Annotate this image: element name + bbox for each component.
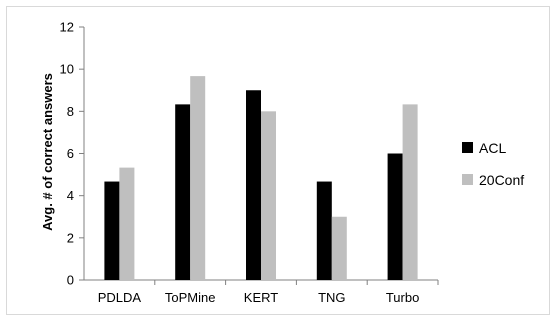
x-categories: PDLDA ToPMine KERT TNG Turbo bbox=[98, 290, 420, 305]
x-tick-label: PDLDA bbox=[98, 290, 142, 305]
x-tick-label: ToPMine bbox=[165, 290, 216, 305]
bar-acl-topmine bbox=[175, 104, 191, 281]
y-tick-label: 12 bbox=[60, 20, 74, 35]
legend-swatch-20conf bbox=[462, 174, 473, 185]
legend: ACL 20Conf bbox=[462, 140, 524, 188]
y-tick-label: 0 bbox=[67, 273, 74, 288]
bar-acl-tng bbox=[316, 181, 332, 280]
x-tick-label: Turbo bbox=[386, 290, 419, 305]
legend-swatch-acl bbox=[462, 142, 473, 153]
bar-20conf-topmine bbox=[190, 76, 206, 280]
bar-20conf-turbo bbox=[402, 104, 418, 281]
y-tick-label: 6 bbox=[67, 146, 74, 161]
bar-20conf-kert bbox=[261, 111, 276, 280]
bar-20conf-tng bbox=[331, 216, 347, 280]
y-tick-label: 2 bbox=[67, 230, 74, 245]
bar-acl-kert bbox=[246, 90, 261, 280]
x-tick-label: KERT bbox=[244, 290, 278, 305]
legend-label-acl: ACL bbox=[479, 140, 506, 156]
x-tick-label: TNG bbox=[318, 290, 345, 305]
bar-acl-turbo bbox=[387, 153, 403, 280]
chart-frame bbox=[6, 6, 550, 315]
y-ticks: 0 2 4 6 8 10 12 bbox=[60, 20, 84, 288]
bars bbox=[104, 76, 418, 281]
y-axis-label: Avg. # of correct answers bbox=[40, 73, 55, 231]
bar-20conf-pdlda bbox=[119, 167, 135, 280]
bar-acl-pdlda bbox=[104, 181, 120, 280]
y-tick-label: 4 bbox=[67, 188, 74, 203]
y-tick-label: 10 bbox=[60, 62, 74, 77]
legend-label-20conf: 20Conf bbox=[479, 172, 524, 188]
y-tick-label: 8 bbox=[67, 104, 74, 119]
